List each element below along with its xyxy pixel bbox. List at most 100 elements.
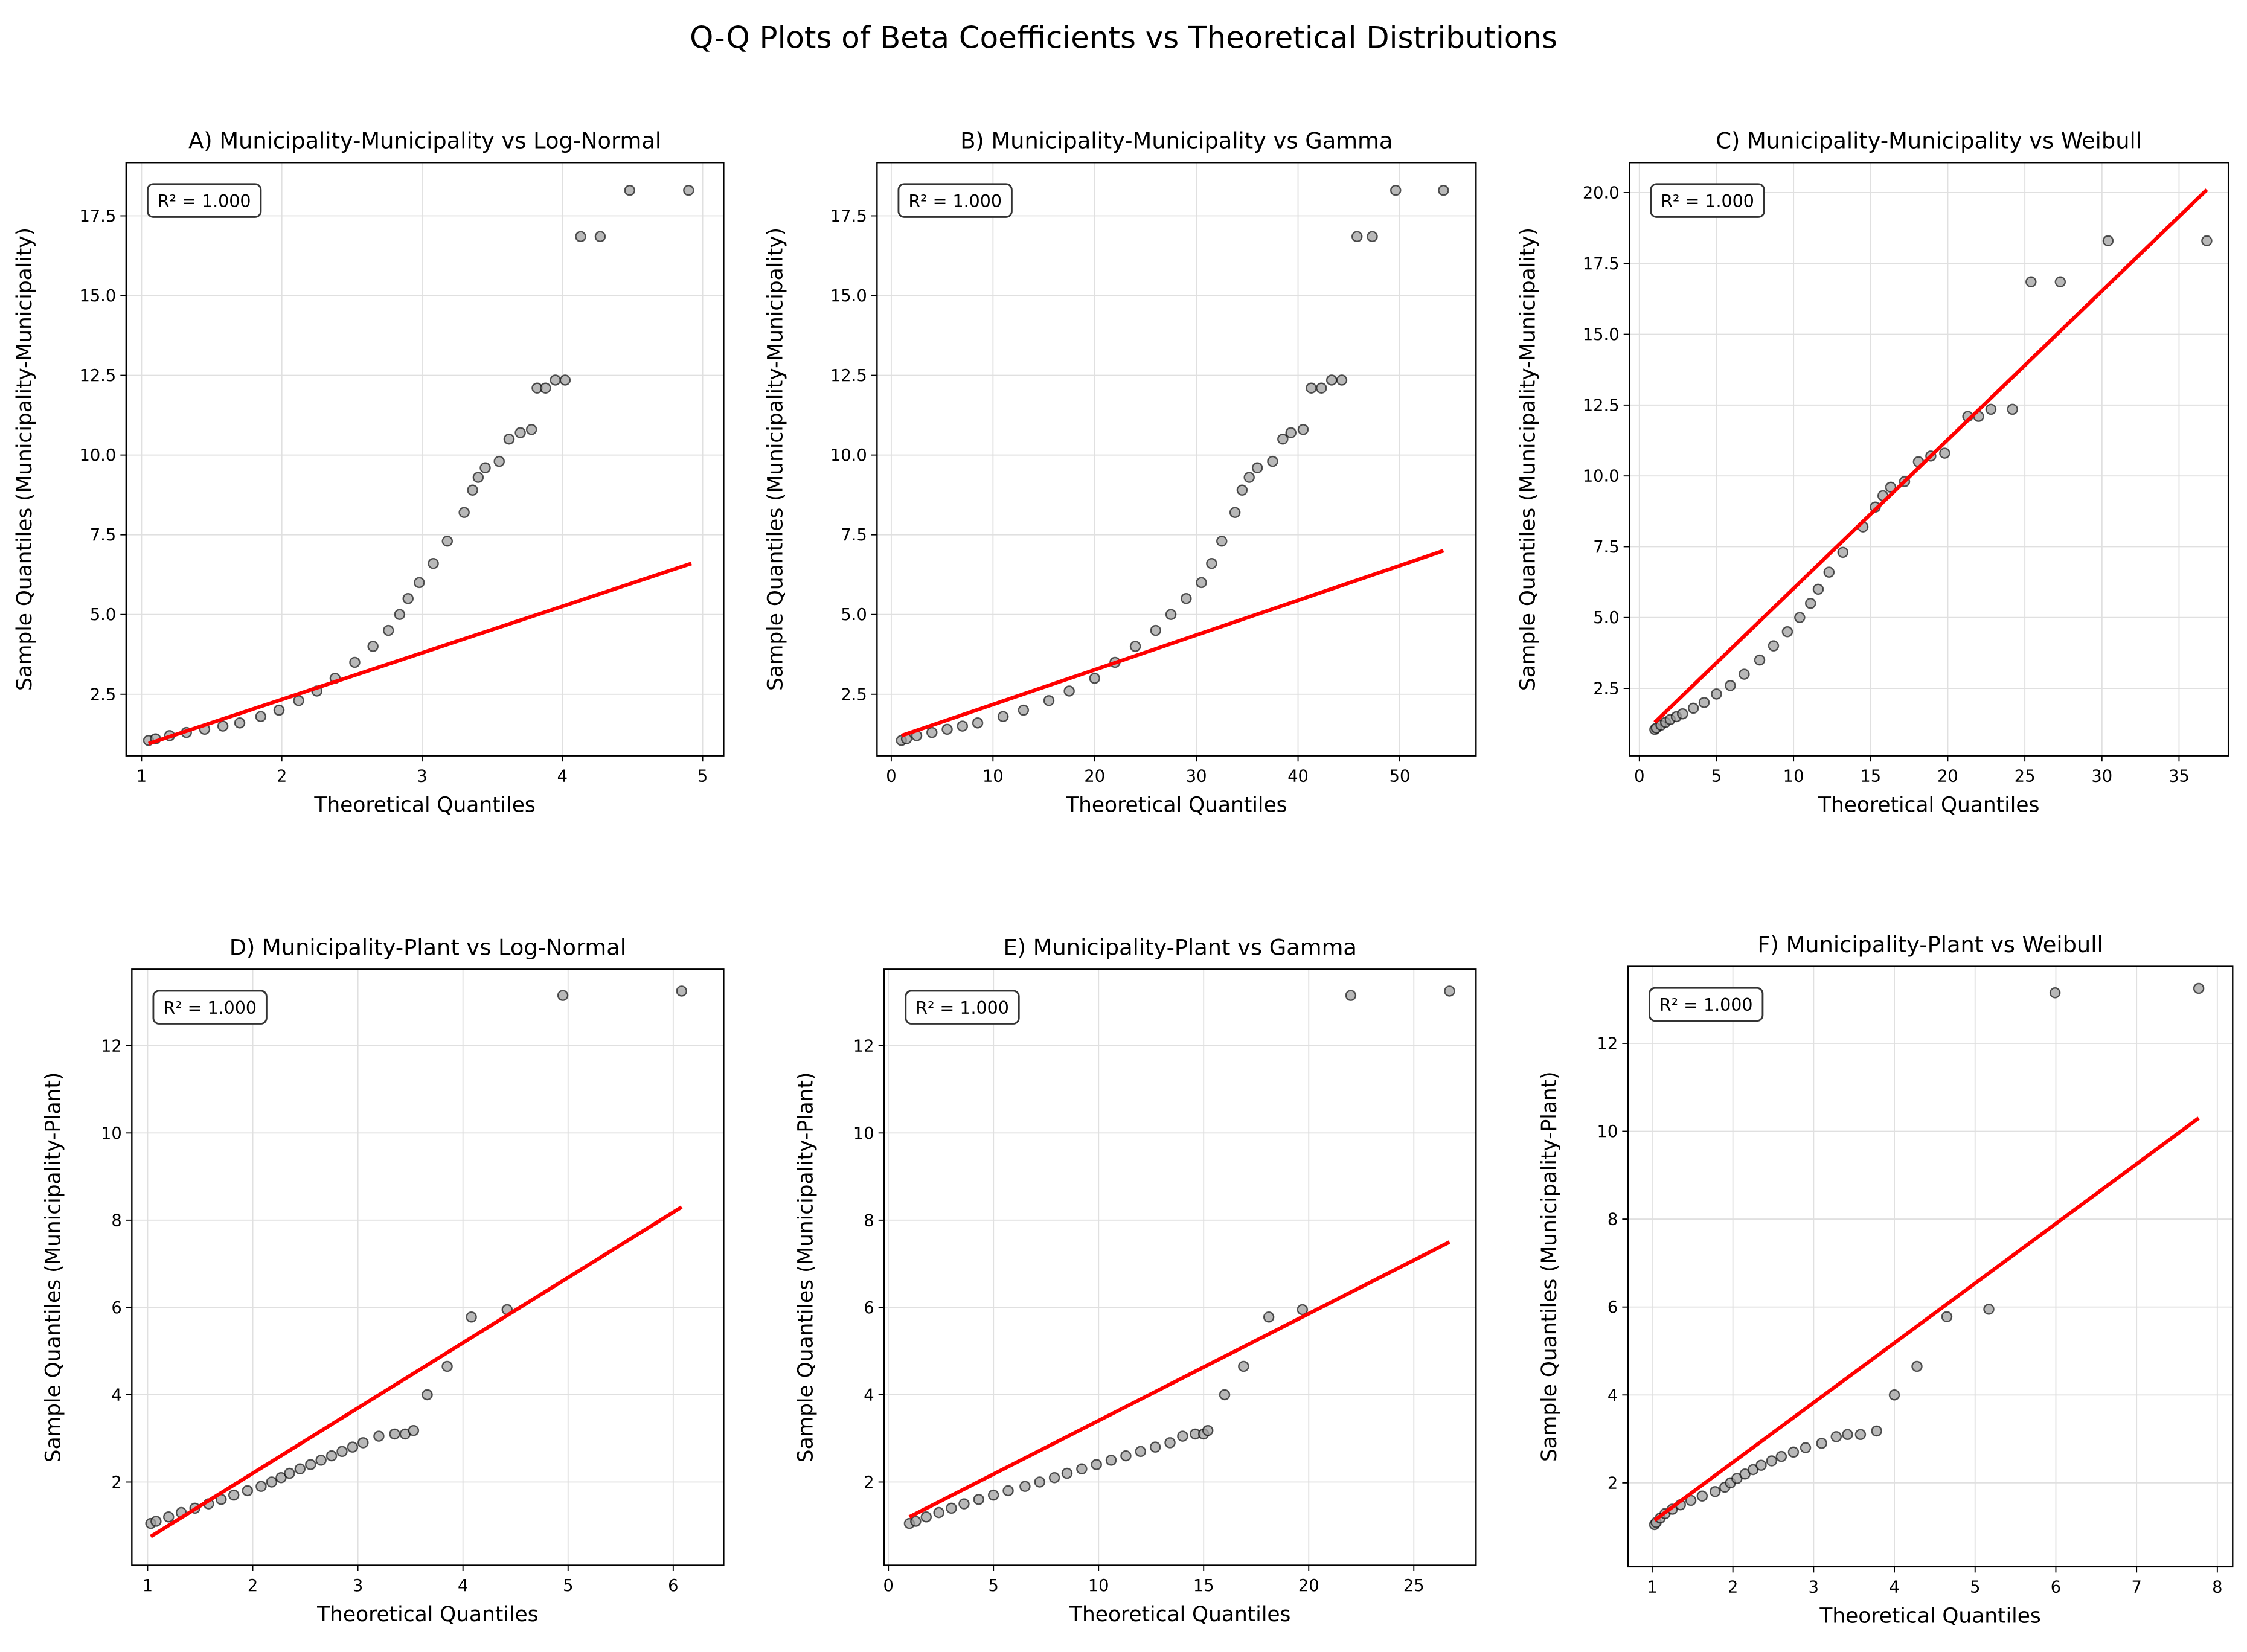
data-point xyxy=(1267,455,1278,467)
x-tick-label: 20 xyxy=(1298,1577,1319,1595)
data-point xyxy=(1181,593,1192,604)
x-tick-label: 5 xyxy=(988,1577,998,1595)
data-point xyxy=(958,1498,970,1510)
data-point xyxy=(467,484,478,496)
data-point xyxy=(973,1494,985,1505)
fit-line xyxy=(1653,188,2208,724)
x-tick-label: 0 xyxy=(886,767,896,786)
data-point xyxy=(347,1441,359,1453)
x-tick-label: 4 xyxy=(1889,1578,1899,1597)
data-point xyxy=(1345,990,1357,1001)
y-tick-label: 15.0 xyxy=(79,287,116,306)
data-point xyxy=(1768,640,1780,652)
x-tick-label: 2 xyxy=(277,767,287,786)
data-point xyxy=(1804,598,1816,609)
data-point xyxy=(1830,1431,1842,1442)
r-squared-box xyxy=(147,183,262,218)
x-tick-label: 5 xyxy=(1970,1578,1980,1597)
data-point xyxy=(1285,427,1297,438)
data-point xyxy=(255,1481,267,1492)
r-squared-annotation: R² = 1.000 xyxy=(915,998,1009,1018)
data-point xyxy=(367,641,379,652)
data-point xyxy=(550,374,561,386)
data-point xyxy=(1219,1389,1231,1401)
x-tick-label: 0 xyxy=(1634,767,1644,786)
y-tick-label: 12 xyxy=(101,1037,122,1055)
x-tick-label: 15 xyxy=(1860,767,1881,786)
y-tick-label: 10 xyxy=(1597,1122,1618,1141)
data-point xyxy=(1277,433,1289,445)
x-tick-label: 5 xyxy=(563,1577,573,1595)
y-tick-label: 12 xyxy=(1597,1034,1618,1053)
data-point xyxy=(1854,1429,1867,1441)
data-point xyxy=(228,1489,240,1501)
fit-line xyxy=(150,1205,683,1538)
data-point xyxy=(1794,612,1806,624)
data-point xyxy=(1775,1450,1787,1462)
x-tick-label: 3 xyxy=(1809,1578,1819,1597)
x-tick-label: 5 xyxy=(697,767,708,786)
data-point xyxy=(1048,1471,1060,1484)
data-point xyxy=(920,1511,932,1523)
data-point xyxy=(2007,403,2018,415)
data-point xyxy=(1438,184,1449,196)
data-point xyxy=(1216,535,1228,547)
data-point xyxy=(1297,424,1309,435)
subplot-title: C) Municipality-Municipality vs Weibull xyxy=(1716,128,2142,154)
data-point xyxy=(428,557,439,569)
y-tick-label: 2.5 xyxy=(841,685,867,704)
data-point xyxy=(941,723,953,735)
data-point xyxy=(1297,1304,1309,1316)
data-point xyxy=(2201,235,2213,247)
r-squared-box xyxy=(897,183,1013,218)
x-tick-label: 6 xyxy=(668,1577,678,1595)
data-point xyxy=(1871,1425,1882,1437)
y-tick-label: 7.5 xyxy=(1593,538,1619,557)
data-point xyxy=(441,1360,453,1372)
y-tick-label: 4 xyxy=(111,1386,121,1404)
data-point xyxy=(422,1389,433,1401)
data-point xyxy=(357,1437,369,1449)
data-point xyxy=(1842,1429,1853,1441)
r-squared-annotation: R² = 1.000 xyxy=(1661,191,1754,211)
data-point xyxy=(946,1502,957,1514)
data-point xyxy=(305,1459,316,1470)
x-tick-label: 0 xyxy=(883,1577,893,1595)
x-tick-label: 1 xyxy=(1647,1578,1657,1597)
y-tick-label: 7.5 xyxy=(841,526,867,545)
subplot-a: 1 2 3 4 5 2.5 5.0 7.5 10.0 12.5 15.0 17.5 A) Municip… xyxy=(13,128,725,817)
data-point xyxy=(987,1489,999,1501)
data-point xyxy=(594,231,606,243)
y-tick-label: 10.0 xyxy=(79,446,116,465)
data-point xyxy=(1150,624,1162,636)
r-squared-annotation: R² = 1.000 xyxy=(163,998,257,1018)
data-point xyxy=(1002,1485,1014,1497)
y-tick-label: 4 xyxy=(1608,1386,1618,1405)
data-point xyxy=(1766,1455,1778,1467)
data-point xyxy=(394,609,406,620)
data-point xyxy=(1911,1360,1923,1372)
x-tick-label: 4 xyxy=(557,767,568,786)
subplot-title: D) Municipality-Plant vs Log-Normal xyxy=(229,935,626,961)
data-point xyxy=(1196,577,1207,589)
data-point xyxy=(315,1455,327,1466)
data-point xyxy=(1390,184,1402,196)
figure-title: Q-Q Plots of Beta Coefficients vs Theore… xyxy=(690,20,1557,55)
data-point xyxy=(1816,1438,1827,1449)
axes-frame xyxy=(883,968,1477,1566)
data-point xyxy=(1177,1430,1188,1442)
data-point xyxy=(1120,1450,1132,1462)
data-point xyxy=(1238,1360,1249,1372)
data-point xyxy=(1164,1437,1176,1449)
x-axis-label: Theoretical Quantiles xyxy=(1819,1604,2040,1628)
y-tick-label: 2.5 xyxy=(90,685,116,704)
data-point xyxy=(503,433,515,445)
data-point xyxy=(1812,583,1824,595)
x-tick-label: 35 xyxy=(2168,767,2190,786)
data-point xyxy=(1089,673,1100,684)
data-point xyxy=(1165,609,1177,620)
data-point xyxy=(683,184,694,196)
x-tick-label: 30 xyxy=(1186,767,1207,786)
